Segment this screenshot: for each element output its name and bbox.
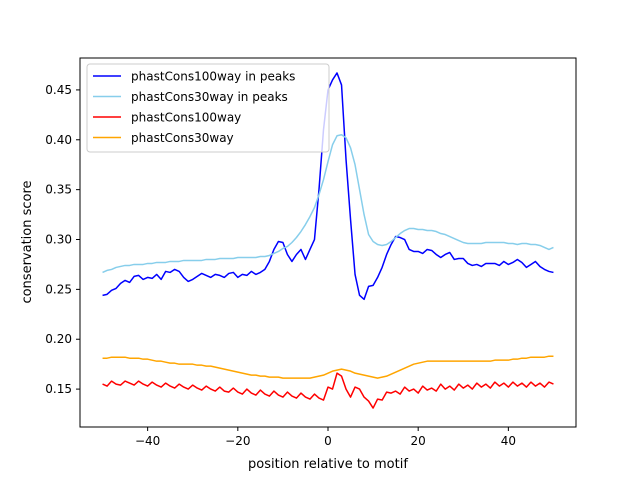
series-line-3 [102, 355, 554, 379]
legend-label: phastCons100way [131, 111, 241, 125]
legend-label: phastCons30way [131, 131, 234, 145]
y-tick-label: 0.15 [45, 382, 72, 396]
y-tick-label: 0.25 [45, 282, 72, 296]
legend-label: phastCons100way in peaks [131, 70, 295, 84]
x-tick-label: 40 [501, 434, 516, 448]
x-tick-label: 20 [411, 434, 426, 448]
y-tick-label: 0.30 [45, 233, 72, 247]
legend-box [86, 63, 330, 153]
x-tick-label: 0 [324, 434, 332, 448]
y-tick-label: 0.20 [45, 332, 72, 346]
y-tick-label: 0.45 [45, 83, 72, 97]
y-tick-label: 0.35 [45, 183, 72, 197]
x-tick-label: −40 [135, 434, 160, 448]
x-axis-ticks: −40 −20 0 20 40 [135, 427, 516, 448]
x-tick-label: −20 [225, 434, 250, 448]
legend-items: phastCons100way in peaks phastCons30way i… [93, 70, 295, 145]
y-axis-label: conservation score [20, 180, 35, 303]
plot-frame [79, 57, 577, 428]
y-axis-ticks: 0.15 0.20 0.25 0.30 0.35 0.40 0.45 [45, 83, 80, 396]
legend-label: phastCons30way in peaks [131, 90, 288, 104]
series-line-2 [102, 372, 554, 409]
legend: phastCons100way in peaks phastCons30way i… [86, 63, 330, 153]
x-axis-label: position relative to motif [248, 457, 408, 472]
y-tick-label: 0.40 [45, 133, 72, 147]
series-line-1 [102, 134, 554, 274]
